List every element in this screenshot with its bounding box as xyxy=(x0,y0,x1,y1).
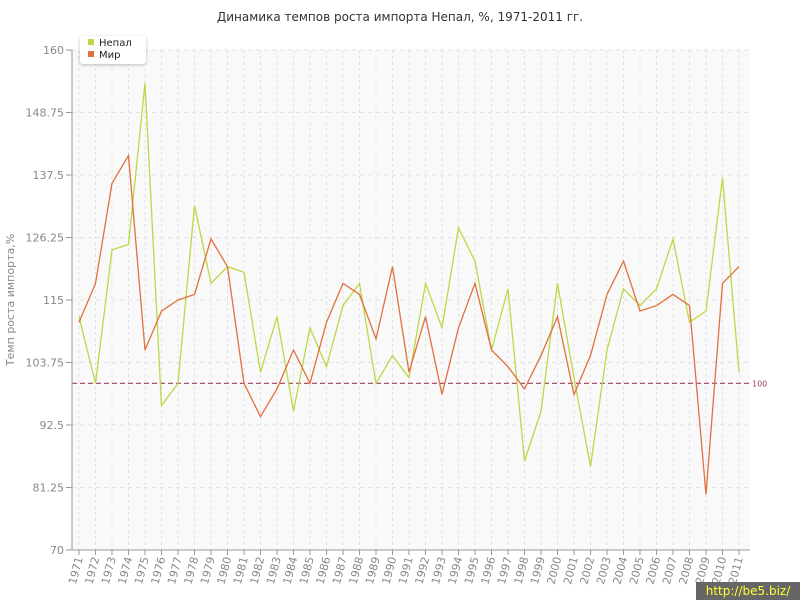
y-tick-label: 70 xyxy=(50,544,64,557)
legend: Непал Мир xyxy=(80,36,146,64)
grid-layer xyxy=(72,49,750,551)
y-tick-label: 115 xyxy=(43,294,64,307)
y-tick-label: 81.25 xyxy=(33,482,65,495)
series-line-nepal xyxy=(78,83,740,467)
legend-item-nepal[interactable]: Непал xyxy=(88,38,132,50)
y-tick-label: 160 xyxy=(43,44,64,57)
y-tick-label: 103.75 xyxy=(26,357,65,370)
reference-layer: 100 xyxy=(72,379,767,388)
legend-label-world: Мир xyxy=(99,50,121,61)
reference-label: 100 xyxy=(752,379,767,388)
series-line-world xyxy=(78,153,740,495)
legend-swatch-world xyxy=(88,51,94,57)
y-tick-label: 148.75 xyxy=(26,107,65,120)
series-layer xyxy=(78,83,740,495)
y-tick-label: 126.25 xyxy=(26,232,65,245)
legend-item-world[interactable]: Мир xyxy=(88,50,120,62)
y-axis-label: Темп роста импорта,% xyxy=(4,234,17,367)
legend-label-nepal: Непал xyxy=(99,38,132,49)
legend-swatch-nepal xyxy=(88,39,94,45)
y-tick-label: 92.5 xyxy=(40,419,65,432)
y-tick-label: 137.5 xyxy=(33,169,65,182)
chart-title: Динамика темпов роста импорта Непал, %, … xyxy=(216,10,584,24)
watermark-link[interactable]: http://be5.biz/ xyxy=(696,582,800,600)
